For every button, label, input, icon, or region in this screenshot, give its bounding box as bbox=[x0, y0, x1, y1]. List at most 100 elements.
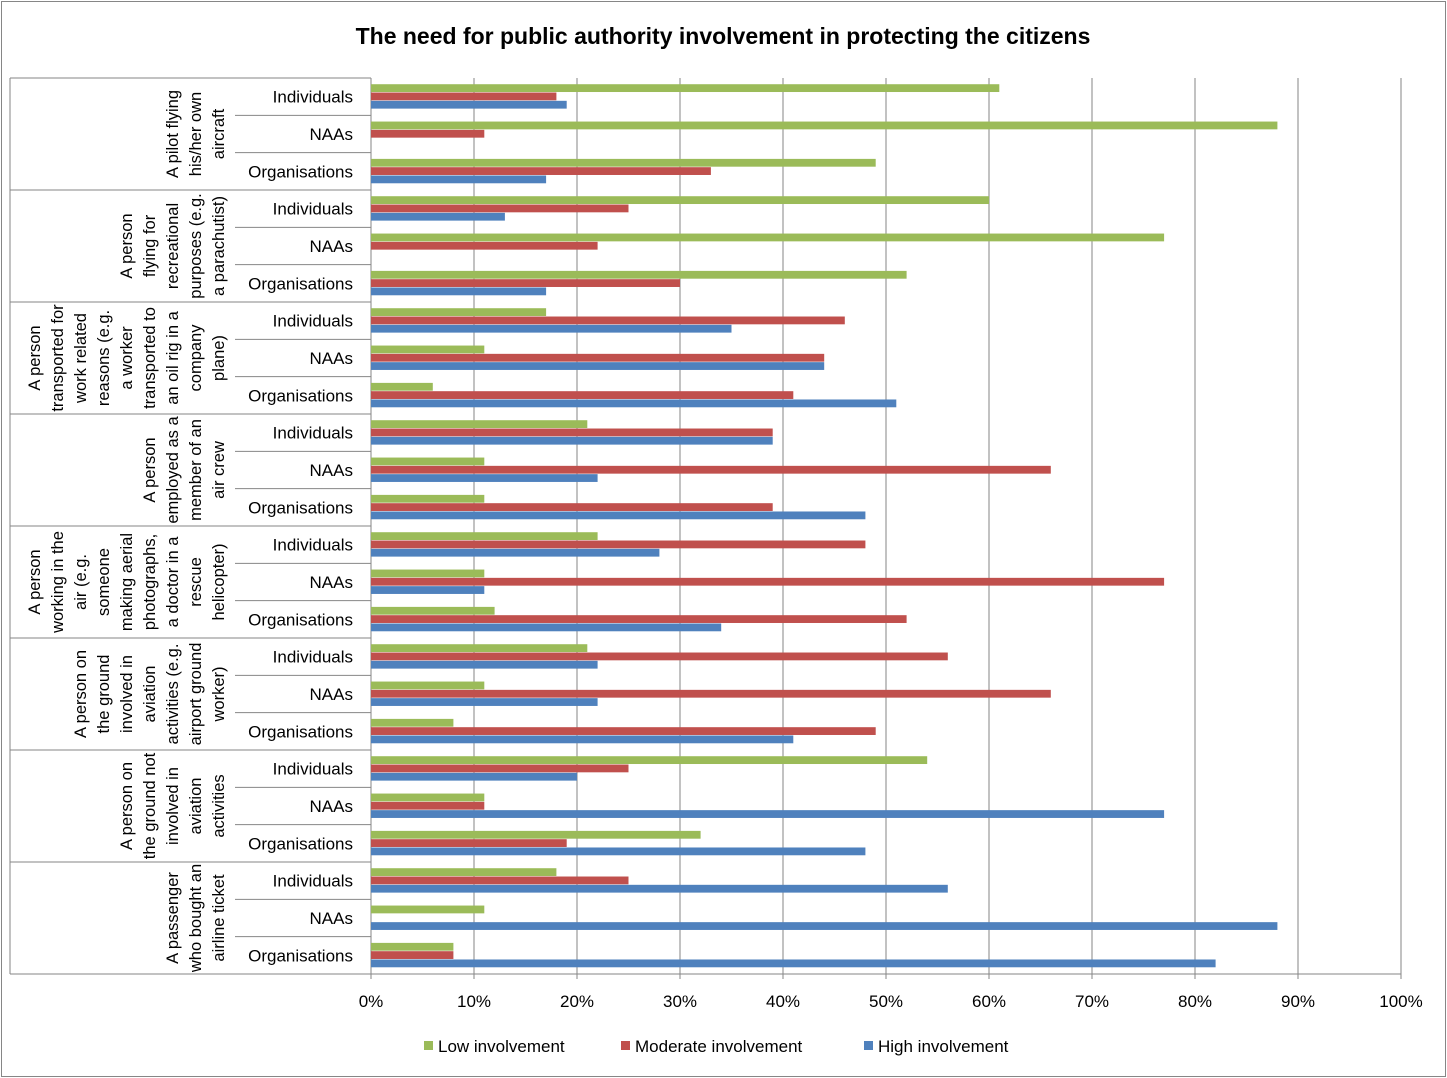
bar-moderate-involvement bbox=[371, 689, 1051, 698]
category-label: NAAs bbox=[310, 797, 353, 816]
bar-low-involvement bbox=[371, 270, 907, 279]
bar-low-involvement bbox=[371, 382, 433, 391]
group-label: A person on the ground not involved in avia… bbox=[118, 752, 228, 859]
group-label-line: aviation bbox=[141, 666, 159, 723]
group-label-line: A person bbox=[26, 549, 44, 614]
x-tick-label: 70% bbox=[1075, 992, 1109, 1011]
bar-high-involvement bbox=[371, 698, 598, 706]
bar-moderate-involvement bbox=[371, 167, 711, 175]
bar-low-involvement bbox=[371, 84, 1000, 93]
bar-low-involvement bbox=[371, 233, 1165, 242]
bar-moderate-involvement bbox=[371, 652, 948, 661]
bar-high-involvement bbox=[371, 922, 1278, 930]
bar-moderate-involvement bbox=[371, 801, 485, 810]
bar-low-involvement bbox=[371, 569, 485, 578]
group-label-line: air (e.g. bbox=[72, 554, 90, 610]
group-label-line: A person bbox=[141, 437, 159, 502]
x-tick-label: 20% bbox=[560, 992, 594, 1011]
x-tick-label: 10% bbox=[457, 992, 491, 1011]
bar-high-involvement bbox=[371, 212, 505, 221]
group-label-line: an oil rig in a bbox=[164, 310, 182, 404]
group-label-line: his/her own bbox=[187, 92, 205, 176]
group-label-line: activities bbox=[210, 774, 228, 837]
group-label-line: A passenger bbox=[164, 872, 182, 964]
category-label: Individuals bbox=[273, 536, 353, 555]
group-label-line: A person on bbox=[118, 762, 136, 850]
bar-moderate-involvement bbox=[371, 92, 557, 101]
category-label: Organisations bbox=[248, 834, 353, 853]
bar-low-involvement bbox=[371, 830, 701, 839]
group-label-line: transported for bbox=[49, 304, 67, 412]
group-label-line: involved in bbox=[118, 655, 136, 733]
group-label-line: a parachutist) bbox=[210, 196, 228, 296]
category-label: NAAs bbox=[310, 573, 353, 592]
bar-low-involvement bbox=[371, 905, 485, 914]
x-tick-label: 100% bbox=[1379, 992, 1422, 1011]
bar-moderate-involvement bbox=[371, 503, 773, 511]
x-tick-label: 50% bbox=[869, 992, 903, 1011]
bar-low-involvement bbox=[371, 718, 454, 727]
category-label: Organisations bbox=[248, 946, 353, 965]
bar-low-involvement bbox=[371, 420, 588, 429]
legend-label-high: High involvement bbox=[878, 1037, 1009, 1056]
bar-low-involvement bbox=[371, 121, 1278, 130]
group-label-line: a worker bbox=[118, 326, 136, 390]
bar-moderate-involvement bbox=[371, 204, 629, 213]
bar-low-involvement bbox=[371, 457, 485, 466]
bar-low-involvement bbox=[371, 942, 454, 951]
group-label-line: employed as a bbox=[164, 416, 182, 524]
bar-moderate-involvement bbox=[371, 353, 825, 362]
bar-high-involvement bbox=[371, 511, 866, 520]
bar-low-involvement bbox=[371, 494, 485, 503]
group-label-line: recreational bbox=[164, 203, 182, 289]
bar-moderate-involvement bbox=[371, 727, 876, 735]
group-label: A person on the ground involved in aviation… bbox=[72, 643, 228, 746]
group-label-line: company bbox=[187, 324, 205, 392]
category-label: Individuals bbox=[273, 200, 353, 219]
group-label: A person flying for recreational purposes (… bbox=[118, 193, 228, 298]
group-label: A pilot flying his/her own aircraft bbox=[164, 90, 228, 178]
bar-high-involvement bbox=[371, 100, 567, 109]
category-label: Individuals bbox=[273, 312, 353, 331]
bar-low-involvement bbox=[371, 756, 928, 765]
bar-moderate-involvement bbox=[371, 465, 1051, 474]
bar-high-involvement bbox=[371, 548, 660, 557]
legend-label-moderate: Moderate involvement bbox=[635, 1037, 803, 1056]
group-label: A passenger who bought an airline ticket bbox=[164, 864, 228, 973]
bar-moderate-involvement bbox=[371, 316, 845, 325]
bar-moderate-involvement bbox=[371, 839, 567, 847]
group-label-line: aviation bbox=[187, 778, 205, 835]
bar-high-involvement bbox=[371, 772, 577, 781]
category-label: Individuals bbox=[273, 88, 353, 107]
bar-moderate-involvement bbox=[371, 876, 629, 885]
x-tick-label: 80% bbox=[1178, 992, 1212, 1011]
bar-low-involvement bbox=[371, 158, 876, 167]
group-label-line: work related bbox=[72, 313, 90, 404]
x-tick-label: 30% bbox=[663, 992, 697, 1011]
legend-swatch-low bbox=[424, 1041, 433, 1050]
group-label-line: activities (e.g. bbox=[164, 644, 182, 745]
group-label: A person transported for work related reaso… bbox=[26, 304, 228, 412]
group-label-line: reasons (e.g. bbox=[95, 310, 113, 406]
group-label: A person employed as a member of an air cre… bbox=[141, 416, 228, 524]
chart-title: The need for public authority involvemen… bbox=[356, 23, 1091, 49]
bar-high-involvement bbox=[371, 324, 732, 333]
group-label-line: plane) bbox=[210, 335, 228, 381]
group-label-line: who bought an bbox=[187, 864, 205, 973]
group-label-line: A person bbox=[118, 213, 136, 278]
category-label: NAAs bbox=[310, 237, 353, 256]
bar-moderate-involvement bbox=[371, 951, 454, 959]
category-label: Individuals bbox=[273, 872, 353, 891]
bar-low-involvement bbox=[371, 606, 495, 615]
bar-high-involvement bbox=[371, 623, 722, 632]
category-label: NAAs bbox=[310, 125, 353, 144]
bar-moderate-involvement bbox=[371, 764, 629, 773]
bar-moderate-involvement bbox=[371, 279, 680, 287]
bar-high-involvement bbox=[371, 287, 547, 296]
group-label-line: a doctor in a bbox=[164, 536, 182, 628]
group-label-line: someone bbox=[95, 548, 113, 616]
bar-high-involvement bbox=[371, 436, 773, 445]
bar-high-involvement bbox=[371, 884, 948, 893]
bar-low-involvement bbox=[371, 345, 485, 354]
